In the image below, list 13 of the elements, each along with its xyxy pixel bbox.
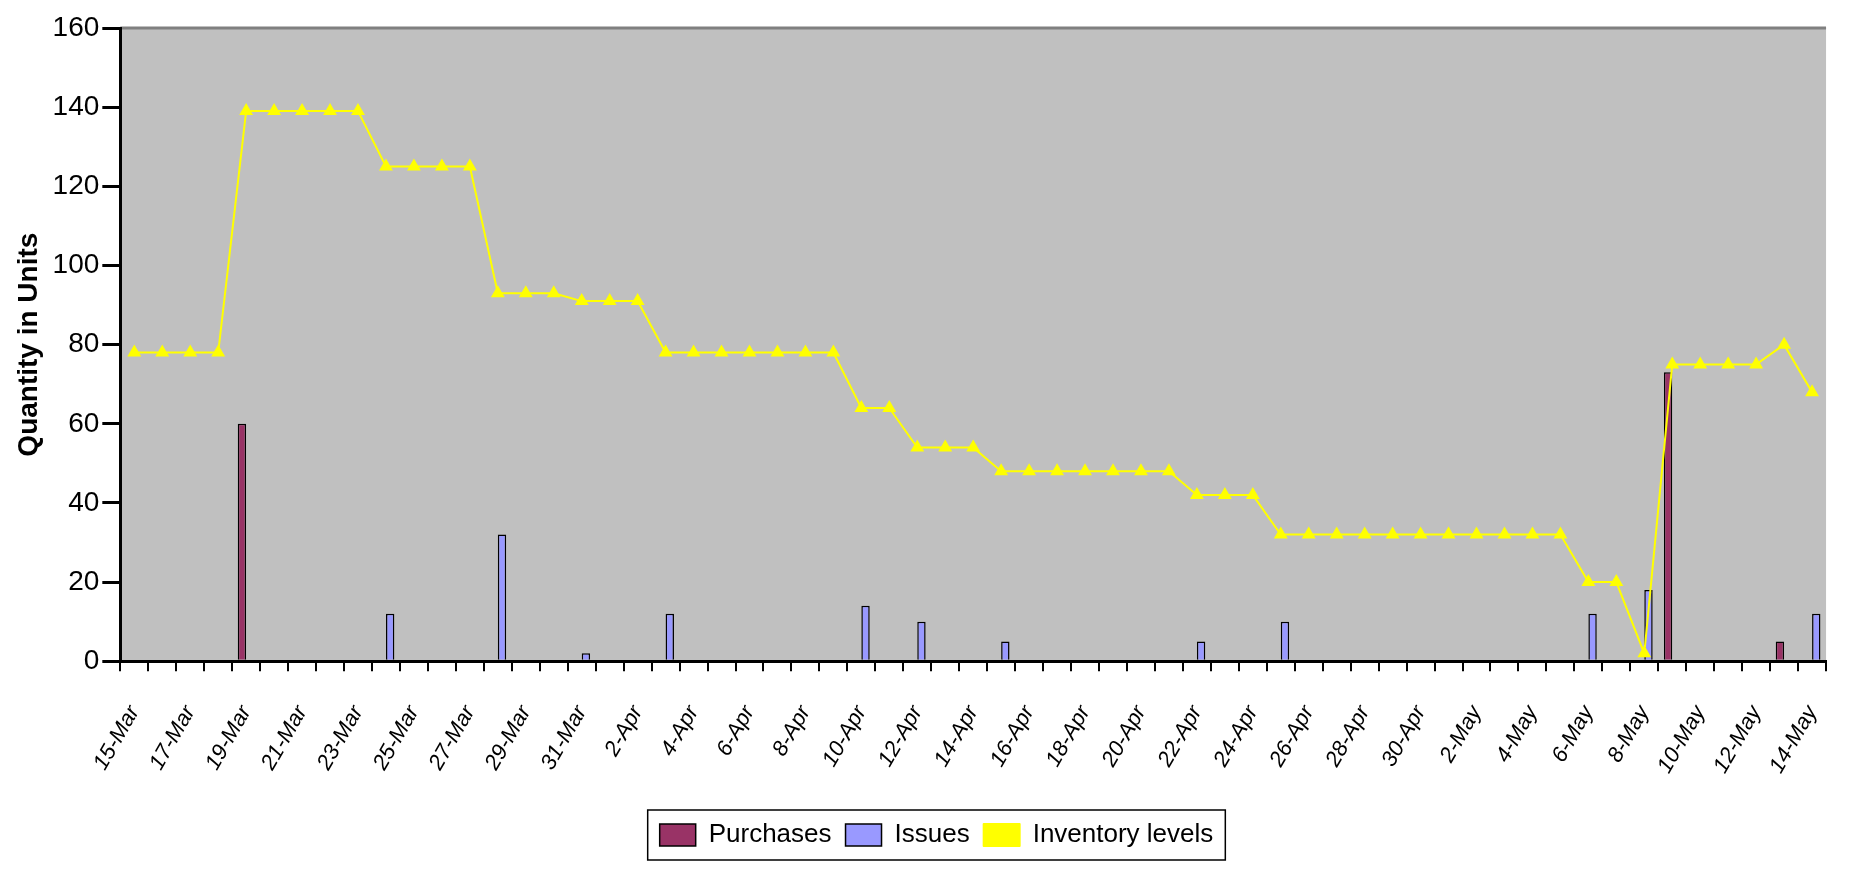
y-tick-label: 60 — [68, 406, 100, 438]
y-tick-label: 40 — [68, 485, 100, 517]
legend-label: Purchases — [708, 818, 832, 849]
legend-label: Inventory levels — [1032, 818, 1214, 849]
y-tick-label: 100 — [52, 248, 100, 280]
y-tick-label: 80 — [68, 327, 100, 359]
legend-label: Issues — [894, 818, 970, 849]
y-tick-label: 20 — [68, 564, 100, 596]
y-axis-title: Quantity in Units — [11, 232, 43, 457]
y-tick-label: 120 — [52, 169, 100, 201]
y-tick-label: 160 — [52, 10, 100, 42]
y-tick-label: 0 — [83, 643, 100, 675]
y-tick-label: 140 — [52, 89, 100, 121]
